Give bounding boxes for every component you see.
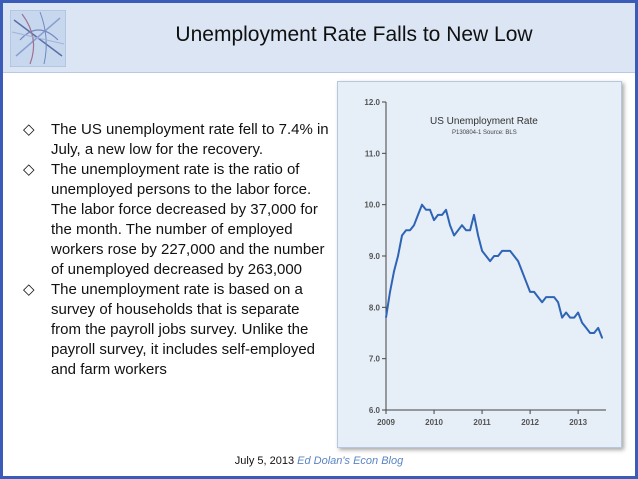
x-tick-label: 2010	[425, 418, 443, 427]
data-point	[461, 224, 463, 226]
data-point	[537, 296, 539, 298]
data-point	[545, 296, 547, 298]
data-point	[425, 209, 427, 211]
data-point	[413, 224, 415, 226]
data-point	[553, 296, 555, 298]
data-point	[489, 260, 491, 262]
data-point	[593, 332, 595, 334]
data-point	[513, 255, 515, 257]
bullet-item: ◇ The unemployment rate is based on a su…	[19, 280, 329, 380]
footer-credit: Ed Dolan's Econ Blog	[297, 455, 404, 467]
y-tick-label: 12.0	[364, 98, 380, 107]
y-tick-label: 9.0	[369, 252, 381, 261]
unemployment-chart: 6.0 7.0 8.0 9.0 10.0 11.0 12.0 2009 2010 2011 2012…	[337, 81, 622, 448]
data-point	[453, 234, 455, 237]
data-point	[465, 229, 467, 231]
data-point	[569, 317, 571, 319]
data-point	[457, 229, 459, 231]
data-point	[429, 209, 431, 211]
bullet-text: The US unemployment rate fell to 7.4% in…	[51, 121, 329, 158]
data-point	[549, 296, 551, 298]
chart-subtitle: P130804-1 Source: BLS	[452, 130, 517, 136]
data-point	[409, 229, 411, 231]
data-point	[561, 317, 563, 319]
data-point	[393, 270, 395, 272]
data-point	[477, 234, 479, 237]
data-point	[521, 270, 523, 272]
data-point	[449, 224, 451, 226]
x-tick-label: 2013	[569, 418, 587, 427]
data-point	[557, 301, 559, 303]
y-tick-label: 11.0	[365, 149, 381, 158]
title-bar: Unemployment Rate Falls to New Low	[3, 3, 635, 73]
data-point	[541, 301, 543, 303]
data-point	[597, 327, 599, 329]
data-point	[417, 214, 419, 216]
slide-title: Unemployment Rate Falls to New Low	[175, 23, 533, 46]
data-point	[529, 291, 531, 293]
x-tick-label: 2012	[521, 418, 539, 427]
x-tick-label: 2009	[377, 418, 395, 427]
bullet-text: The unemployment rate is the ratio of un…	[51, 161, 325, 278]
chart-canvas: 6.0 7.0 8.0 9.0 10.0 11.0 12.0 2009 2010 2011 2012…	[364, 98, 606, 427]
data-point	[585, 327, 587, 329]
x-tick-label: 2011	[473, 418, 491, 427]
data-point	[389, 291, 391, 293]
data-point	[473, 214, 475, 216]
logo-icon	[10, 10, 66, 67]
data-point	[445, 209, 447, 211]
data-point	[485, 255, 487, 257]
data-point	[581, 322, 583, 324]
data-point	[525, 281, 527, 283]
data-point	[385, 317, 387, 319]
footer-date: July 5, 2013	[234, 455, 295, 467]
data-point	[437, 214, 439, 216]
slide: Unemployment Rate Falls to New Low ◇ The…	[3, 3, 635, 476]
data-point	[517, 260, 519, 262]
data-point	[493, 255, 495, 257]
data-point	[441, 214, 443, 216]
y-tick-label: 10.0	[364, 201, 380, 210]
data-point	[433, 219, 435, 221]
y-tick-label: 7.0	[369, 355, 381, 364]
bullet-item: ◇ The US unemployment rate fell to 7.4% …	[19, 120, 329, 160]
data-point	[509, 250, 511, 252]
data-point	[533, 291, 535, 293]
data-point	[497, 255, 499, 257]
diamond-bullet-icon: ◇	[23, 281, 35, 298]
footer: July 5, 2013 Ed Dolan's Econ Blog	[3, 455, 635, 467]
data-point	[401, 234, 403, 237]
bullet-text: The unemployment rate is based on a surv…	[51, 281, 316, 378]
bullet-list: ◇ The US unemployment rate fell to 7.4% …	[19, 120, 329, 380]
data-point	[397, 255, 399, 257]
y-tick-label: 6.0	[369, 406, 381, 415]
data-point	[573, 317, 575, 319]
data-point	[501, 250, 503, 252]
data-point	[565, 311, 567, 314]
data-point	[505, 250, 507, 252]
data-point	[405, 229, 407, 231]
data-point	[589, 332, 591, 334]
data-point	[469, 229, 471, 231]
data-point	[601, 337, 603, 339]
diamond-bullet-icon: ◇	[23, 121, 35, 138]
y-tick-label: 8.0	[369, 303, 381, 312]
diamond-bullet-icon: ◇	[23, 161, 35, 178]
data-point	[577, 311, 579, 314]
data-point	[481, 250, 483, 252]
data-point	[421, 204, 423, 206]
chart-title: US Unemployment Rate	[430, 116, 538, 127]
bullet-item: ◇ The unemployment rate is the ratio of …	[19, 160, 329, 280]
